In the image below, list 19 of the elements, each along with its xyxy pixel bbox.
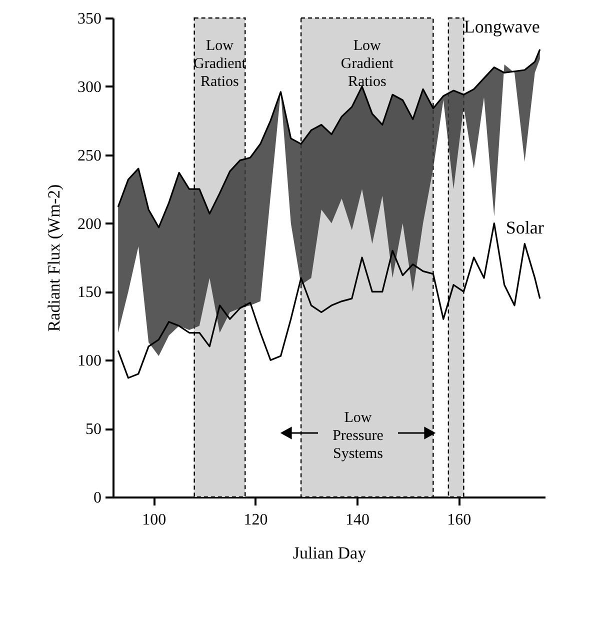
band-label: Low Gradient Ratios bbox=[193, 38, 247, 90]
annotation: Low Pressure Systems bbox=[332, 410, 384, 462]
x-axis-title: Julian Day bbox=[292, 544, 367, 562]
y-tick-label: 50 bbox=[86, 421, 102, 438]
y-tick-label: 100 bbox=[78, 352, 102, 370]
x-tick-label: 100 bbox=[142, 512, 166, 528]
y-tick-label: 250 bbox=[78, 147, 102, 164]
x-tick-label: 140 bbox=[345, 512, 370, 528]
band-label: Low Gradient Ratios bbox=[340, 38, 394, 90]
y-tick-label: 150 bbox=[78, 284, 102, 302]
y-tick-label: 300 bbox=[78, 78, 102, 96]
y-tick-label: 200 bbox=[78, 216, 102, 233]
x-tick-label: 120 bbox=[244, 512, 268, 528]
x-tick-label: 160 bbox=[447, 512, 472, 528]
series-label: Longwave bbox=[464, 16, 540, 36]
y-tick-label: 350 bbox=[78, 10, 102, 28]
series-label: Solar bbox=[506, 218, 544, 238]
y-tick-label: 0 bbox=[94, 490, 102, 506]
y-axis-title: Radiant Flux (Wm-2) bbox=[44, 184, 64, 332]
